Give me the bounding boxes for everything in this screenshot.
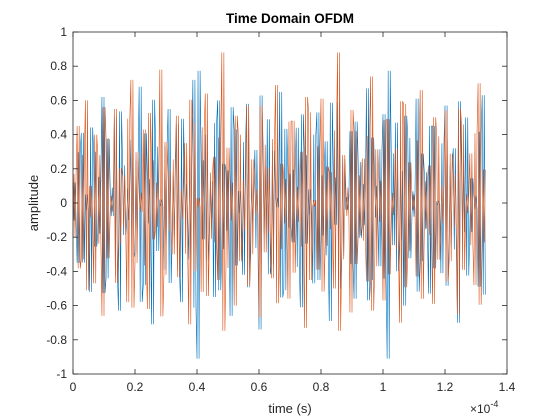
- x-tick-label: 0.8: [313, 380, 330, 394]
- x-exponent-base: ×10: [470, 402, 491, 416]
- x-tick-label: 1.2: [437, 380, 454, 394]
- chart-title: Time Domain OFDM: [226, 11, 354, 26]
- x-axis-label: time (s): [268, 401, 311, 416]
- y-tick-label: 0.8: [50, 59, 67, 73]
- y-tick-label: 0.4: [50, 128, 67, 142]
- y-tick-label: 0.2: [50, 162, 67, 176]
- y-axis: -1 -0.8 -0.6 -0.4 -0.2 0 0.2 0.4 0.6 0.8 1: [46, 25, 507, 381]
- y-tick-label: -0.2: [46, 230, 67, 244]
- series-layer: [72, 52, 486, 359]
- x-tick-label: 1.4: [499, 380, 516, 394]
- x-tick-label: 0: [70, 380, 77, 394]
- y-tick-label: 0: [60, 196, 67, 210]
- y-tick-label: 1: [60, 25, 67, 39]
- y-tick-label: -1: [56, 367, 67, 381]
- y-tick-label: 0.6: [50, 93, 67, 107]
- plot-area: [73, 32, 507, 374]
- x-exponent-label: ×10-4: [470, 399, 498, 416]
- x-tick-label: 1: [380, 380, 387, 394]
- x-tick-label: 0.6: [251, 380, 268, 394]
- y-tick-label: -0.6: [46, 299, 67, 313]
- x-tick-label: 0.2: [127, 380, 144, 394]
- x-exponent-power: -4: [490, 399, 498, 409]
- series-line-2: [72, 52, 486, 331]
- x-axis: 0 0.2 0.4 0.6 0.8 1 1.2 1.4: [70, 32, 516, 394]
- y-tick-label: -0.4: [46, 264, 67, 278]
- y-tick-label: -0.8: [46, 333, 67, 347]
- y-axis-label: amplitude: [26, 175, 41, 231]
- x-tick-label: 0.4: [189, 380, 206, 394]
